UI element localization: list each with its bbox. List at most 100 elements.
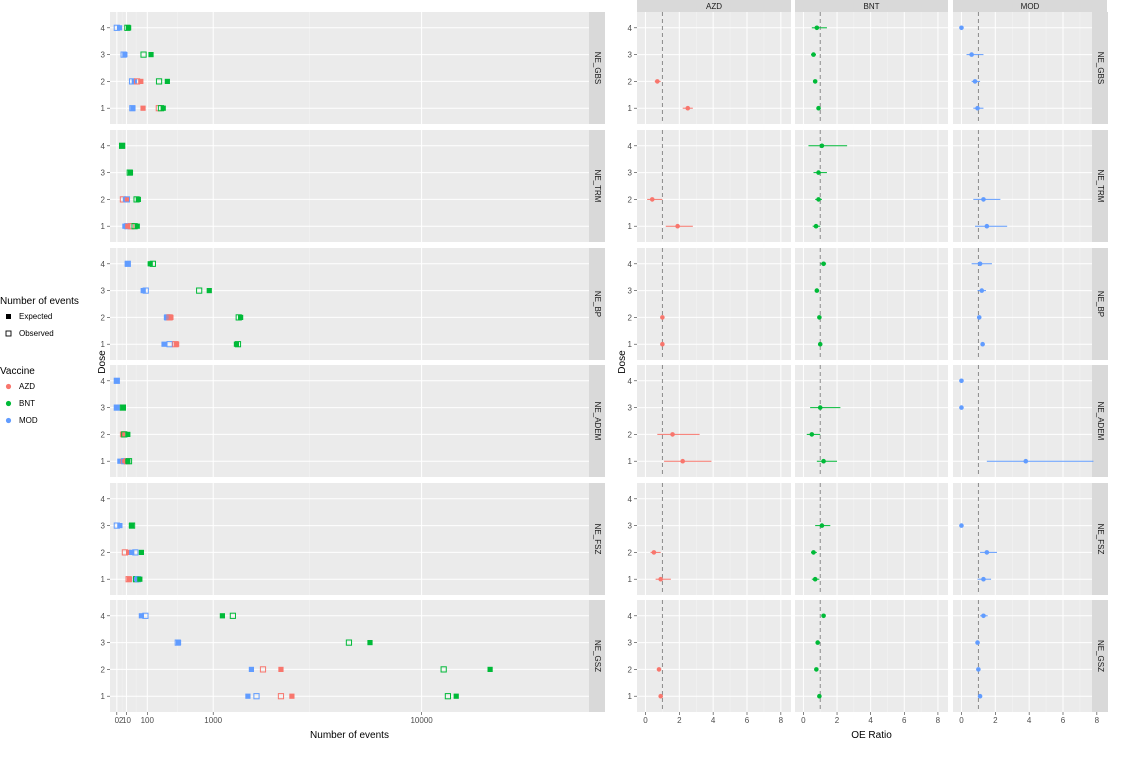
strip-background <box>589 130 605 242</box>
oe-point-azd <box>649 197 655 202</box>
column-strip-background <box>637 0 791 12</box>
observed-point-bnt <box>149 260 156 267</box>
right-panel-NE_ADEM-BNT <box>795 365 948 477</box>
observed-point-bnt <box>119 404 127 411</box>
observed-point-bnt <box>155 78 163 85</box>
row-strip-label: NE_GSZ <box>593 640 602 672</box>
right-panel-NE_BP-AZD <box>637 248 791 360</box>
observed-point-mod <box>132 549 139 556</box>
observed-point-bnt <box>345 639 353 646</box>
y-tick-label: 4 <box>628 142 633 151</box>
y-tick-label: 2 <box>101 430 106 439</box>
right-panel-NE_ADEM-MOD <box>953 365 1107 477</box>
expected-point-bnt <box>367 640 373 646</box>
right-panel-NE_TRM-MOD <box>953 130 1107 242</box>
observed-point-bnt <box>196 287 203 294</box>
oe-point-bnt <box>816 170 821 175</box>
observed-point-mod <box>123 196 131 203</box>
panel-background <box>953 248 1107 360</box>
y-tick-label: 3 <box>101 169 106 178</box>
legend-expected-key <box>6 314 11 319</box>
oe-point-bnt <box>821 458 826 464</box>
observed-point-bnt <box>140 51 147 58</box>
panel-background <box>637 365 791 477</box>
oe-point-mod <box>977 693 983 699</box>
row-strip-label: NE_FSZ <box>593 524 602 555</box>
x-tick-label: 0 <box>801 716 806 725</box>
y-tick-label: 3 <box>101 51 106 60</box>
expected-point-bnt <box>126 25 132 31</box>
oe-point-mod <box>980 341 985 347</box>
observed-point-azd <box>128 223 135 230</box>
y-tick-label: 3 <box>628 169 633 178</box>
right-panel-NE_GSZ-AZD <box>637 600 791 712</box>
expected-point-bnt <box>134 223 140 229</box>
panel-background <box>637 12 791 124</box>
oe-point-bnt <box>811 52 816 57</box>
expected-point-mod <box>175 640 182 646</box>
right-panel-NE_GBS-AZD <box>637 12 791 124</box>
expected-point-bnt <box>127 170 134 176</box>
panel-background <box>795 483 948 595</box>
y-tick-label: 2 <box>628 77 633 86</box>
right-panel-NE_GSZ-MOD <box>953 600 1107 712</box>
expected-point-azd <box>120 458 126 464</box>
x-tick-label: 2 <box>835 716 840 725</box>
x-tick-label: 0 <box>643 716 648 725</box>
y-tick-label: 4 <box>101 24 106 33</box>
oe-point-mod <box>975 105 980 111</box>
left-panel-NE_FSZ: NE_FSZ 1 2 3 4 <box>101 483 605 595</box>
expected-point-bnt <box>219 613 225 619</box>
oe-point-bnt <box>817 405 823 410</box>
x-tick-label: 2 <box>119 716 124 725</box>
column-strip-background <box>953 0 1107 12</box>
oe-point-bnt <box>814 288 820 293</box>
x-tick-label: 6 <box>1061 716 1066 725</box>
strip-background <box>1092 600 1108 712</box>
oe-point-bnt <box>814 667 819 672</box>
oe-point-bnt <box>821 613 826 619</box>
expected-point-bnt <box>137 576 143 582</box>
oe-point-mod <box>977 261 983 267</box>
y-tick-label: 1 <box>101 692 106 701</box>
oe-point-bnt <box>816 197 821 202</box>
left-panel-NE_GSZ: NE_GSZ 1 2 3 4 <box>101 600 605 712</box>
x-tick-label: 100 <box>141 716 155 725</box>
row-strip-label: NE_GBS <box>1096 52 1105 84</box>
expected-point-mod <box>117 523 123 529</box>
legend-vaccine-label: BNT <box>19 399 35 408</box>
oe-point-mod <box>979 288 985 293</box>
expected-point-bnt <box>125 431 131 437</box>
right-panel-NE_FSZ-BNT <box>795 483 948 595</box>
observed-point-mod <box>142 287 149 294</box>
x-tick-label: 10000 <box>410 716 433 725</box>
panel-background <box>795 365 948 477</box>
row-strip-label: NE_TRM <box>593 170 602 203</box>
panel-background <box>953 365 1107 477</box>
legend-events-label: Observed <box>19 329 54 338</box>
oe-point-bnt <box>819 523 825 528</box>
y-tick-label: 2 <box>101 313 106 322</box>
strip-background <box>589 12 605 124</box>
y-tick-label: 4 <box>628 260 633 269</box>
strip-background <box>1092 483 1108 595</box>
strip-background <box>1092 365 1108 477</box>
panel-background <box>953 130 1107 242</box>
expected-point-azd <box>119 431 126 437</box>
oe-point-bnt <box>817 315 822 320</box>
expected-point-mod <box>122 52 128 58</box>
row-strip-label: NE_GBS <box>593 52 602 84</box>
oe-point-mod <box>975 640 980 645</box>
x-tick-label: 0 <box>115 716 120 725</box>
left-panel-NE_BP: NE_BP 1 2 3 4 <box>101 248 605 360</box>
expected-point-bnt <box>128 523 135 529</box>
y-tick-label: 4 <box>628 24 633 33</box>
y-tick-label: 4 <box>628 495 633 504</box>
expected-point-azd <box>125 223 131 229</box>
expected-point-bnt <box>148 52 154 58</box>
oe-point-mod <box>981 197 986 202</box>
expected-point-bnt <box>135 196 141 202</box>
y-axis-title-left: Dose <box>97 350 108 374</box>
x-tick-label: 4 <box>711 716 716 725</box>
x-tick-label: 6 <box>745 716 750 725</box>
